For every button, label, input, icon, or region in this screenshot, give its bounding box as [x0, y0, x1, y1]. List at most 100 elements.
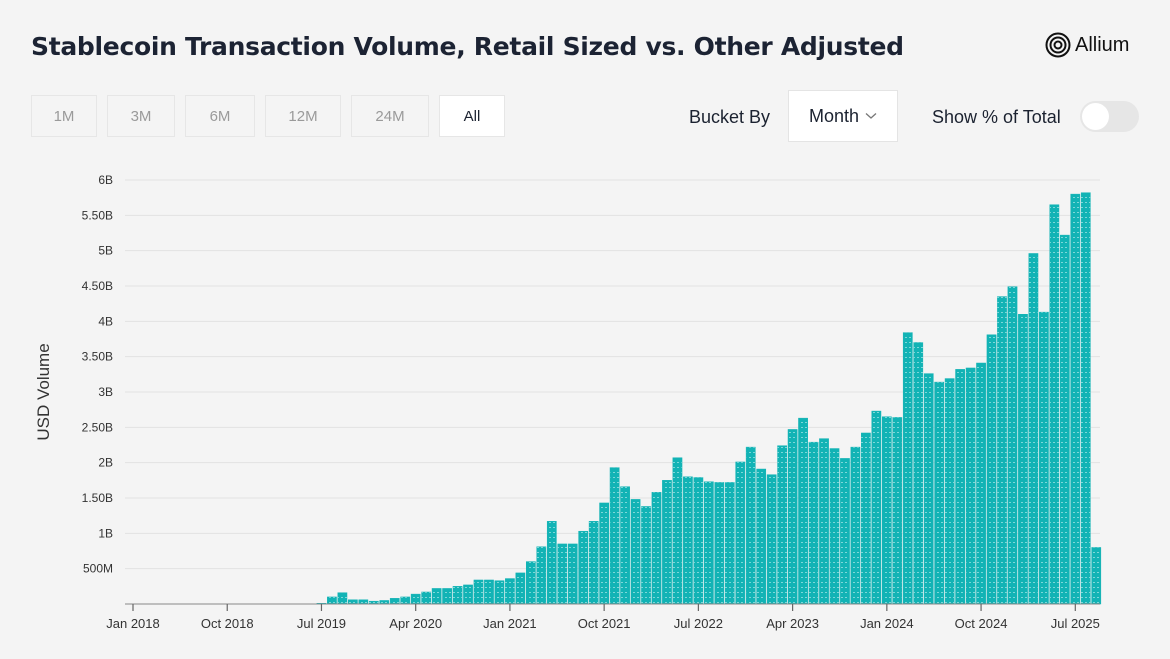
range-selector: 1M 3M 6M 12M 24M All: [31, 95, 505, 137]
bar[interactable]: [327, 596, 337, 605]
logo-text: Allium: [1075, 33, 1130, 56]
bar[interactable]: [704, 481, 714, 605]
range-24m-button[interactable]: 24M: [351, 95, 429, 137]
bar[interactable]: [662, 480, 672, 605]
bar[interactable]: [609, 467, 620, 605]
bar[interactable]: [505, 578, 515, 605]
bar[interactable]: [567, 543, 578, 605]
bar[interactable]: [546, 521, 557, 605]
bar[interactable]: [630, 499, 641, 605]
range-3m-button[interactable]: 3M: [107, 95, 175, 137]
bar[interactable]: [808, 441, 819, 605]
bar[interactable]: [484, 579, 494, 605]
bar[interactable]: [1070, 193, 1081, 605]
bar[interactable]: [651, 492, 662, 605]
bar[interactable]: [410, 593, 421, 605]
bar[interactable]: [348, 599, 358, 605]
bar[interactable]: [463, 584, 473, 605]
x-tick-label: Jan 2024: [860, 616, 914, 631]
bar[interactable]: [766, 474, 777, 605]
bar[interactable]: [745, 446, 756, 605]
bar[interactable]: [840, 458, 850, 605]
bar[interactable]: [1049, 204, 1060, 605]
bar[interactable]: [400, 596, 411, 605]
bar[interactable]: [693, 477, 704, 605]
bar[interactable]: [965, 367, 976, 605]
y-tick-label: 3.50B: [82, 350, 113, 364]
bar[interactable]: [557, 543, 568, 605]
bar[interactable]: [672, 457, 683, 605]
bar[interactable]: [337, 592, 348, 605]
bar[interactable]: [934, 381, 945, 605]
bar[interactable]: [892, 417, 903, 605]
bar[interactable]: [756, 468, 767, 605]
x-tick-label: Jul 2022: [674, 616, 723, 631]
show-percent-label: Show % of Total: [932, 107, 1061, 127]
bar[interactable]: [379, 600, 390, 605]
bar[interactable]: [1091, 547, 1102, 605]
bar[interactable]: [1007, 286, 1018, 605]
bar[interactable]: [819, 438, 829, 605]
bar[interactable]: [588, 521, 599, 605]
bar[interactable]: [641, 506, 651, 605]
range-1m-button[interactable]: 1M: [31, 95, 97, 137]
bar[interactable]: [421, 591, 432, 605]
show-percent-toggle[interactable]: [1080, 101, 1139, 132]
allium-logo-icon: [1045, 32, 1071, 58]
bar[interactable]: [1080, 192, 1091, 605]
bar[interactable]: [986, 334, 997, 605]
bar[interactable]: [358, 599, 369, 605]
y-tick-label: 500M: [83, 562, 113, 576]
bar[interactable]: [452, 586, 463, 605]
bar[interactable]: [871, 410, 882, 605]
bar[interactable]: [735, 461, 746, 605]
bar[interactable]: [515, 572, 526, 605]
x-tick-label: Apr 2023: [766, 616, 819, 631]
bar[interactable]: [442, 588, 452, 605]
bar[interactable]: [526, 561, 536, 605]
bar[interactable]: [683, 476, 693, 605]
bar[interactable]: [976, 362, 986, 605]
bar[interactable]: [473, 579, 484, 605]
range-6m-button[interactable]: 6M: [185, 95, 255, 137]
bar[interactable]: [944, 378, 955, 605]
y-tick-label: 1.50B: [82, 491, 113, 505]
bar[interactable]: [850, 446, 861, 605]
bar[interactable]: [861, 432, 871, 605]
bar[interactable]: [777, 445, 787, 605]
bar[interactable]: [787, 429, 798, 605]
bar[interactable]: [714, 482, 725, 605]
bar[interactable]: [1018, 314, 1028, 605]
chevron-down-icon: [865, 113, 877, 119]
range-all-button[interactable]: All: [439, 95, 505, 137]
bar[interactable]: [1028, 253, 1039, 605]
bar[interactable]: [578, 530, 589, 605]
bar[interactable]: [881, 416, 892, 605]
bucket-by-select[interactable]: Month: [788, 90, 898, 142]
bar[interactable]: [599, 502, 609, 605]
y-tick-label: 1B: [98, 526, 113, 540]
bar[interactable]: [997, 296, 1007, 605]
bar[interactable]: [724, 482, 735, 605]
x-tick-label: Jul 2019: [297, 616, 346, 631]
bar[interactable]: [620, 486, 630, 605]
y-tick-label: 5B: [98, 244, 113, 258]
bar[interactable]: [829, 448, 840, 605]
bar[interactable]: [1039, 311, 1049, 605]
x-tick-label: Jul 2025: [1051, 616, 1100, 631]
bar[interactable]: [913, 342, 924, 605]
x-tick-label: Jan 2018: [106, 616, 160, 631]
bar[interactable]: [1059, 234, 1070, 605]
bar[interactable]: [536, 546, 547, 605]
bar[interactable]: [389, 598, 400, 605]
bar[interactable]: [902, 332, 913, 605]
range-12m-button[interactable]: 12M: [265, 95, 341, 137]
x-tick-label: Jan 2021: [483, 616, 537, 631]
bar[interactable]: [955, 369, 965, 605]
bucket-by-label: Bucket By: [689, 107, 771, 127]
bar[interactable]: [923, 373, 934, 605]
bar[interactable]: [431, 588, 442, 605]
bar[interactable]: [494, 580, 505, 605]
bar[interactable]: [798, 417, 808, 605]
y-tick-label: 2B: [98, 456, 113, 470]
